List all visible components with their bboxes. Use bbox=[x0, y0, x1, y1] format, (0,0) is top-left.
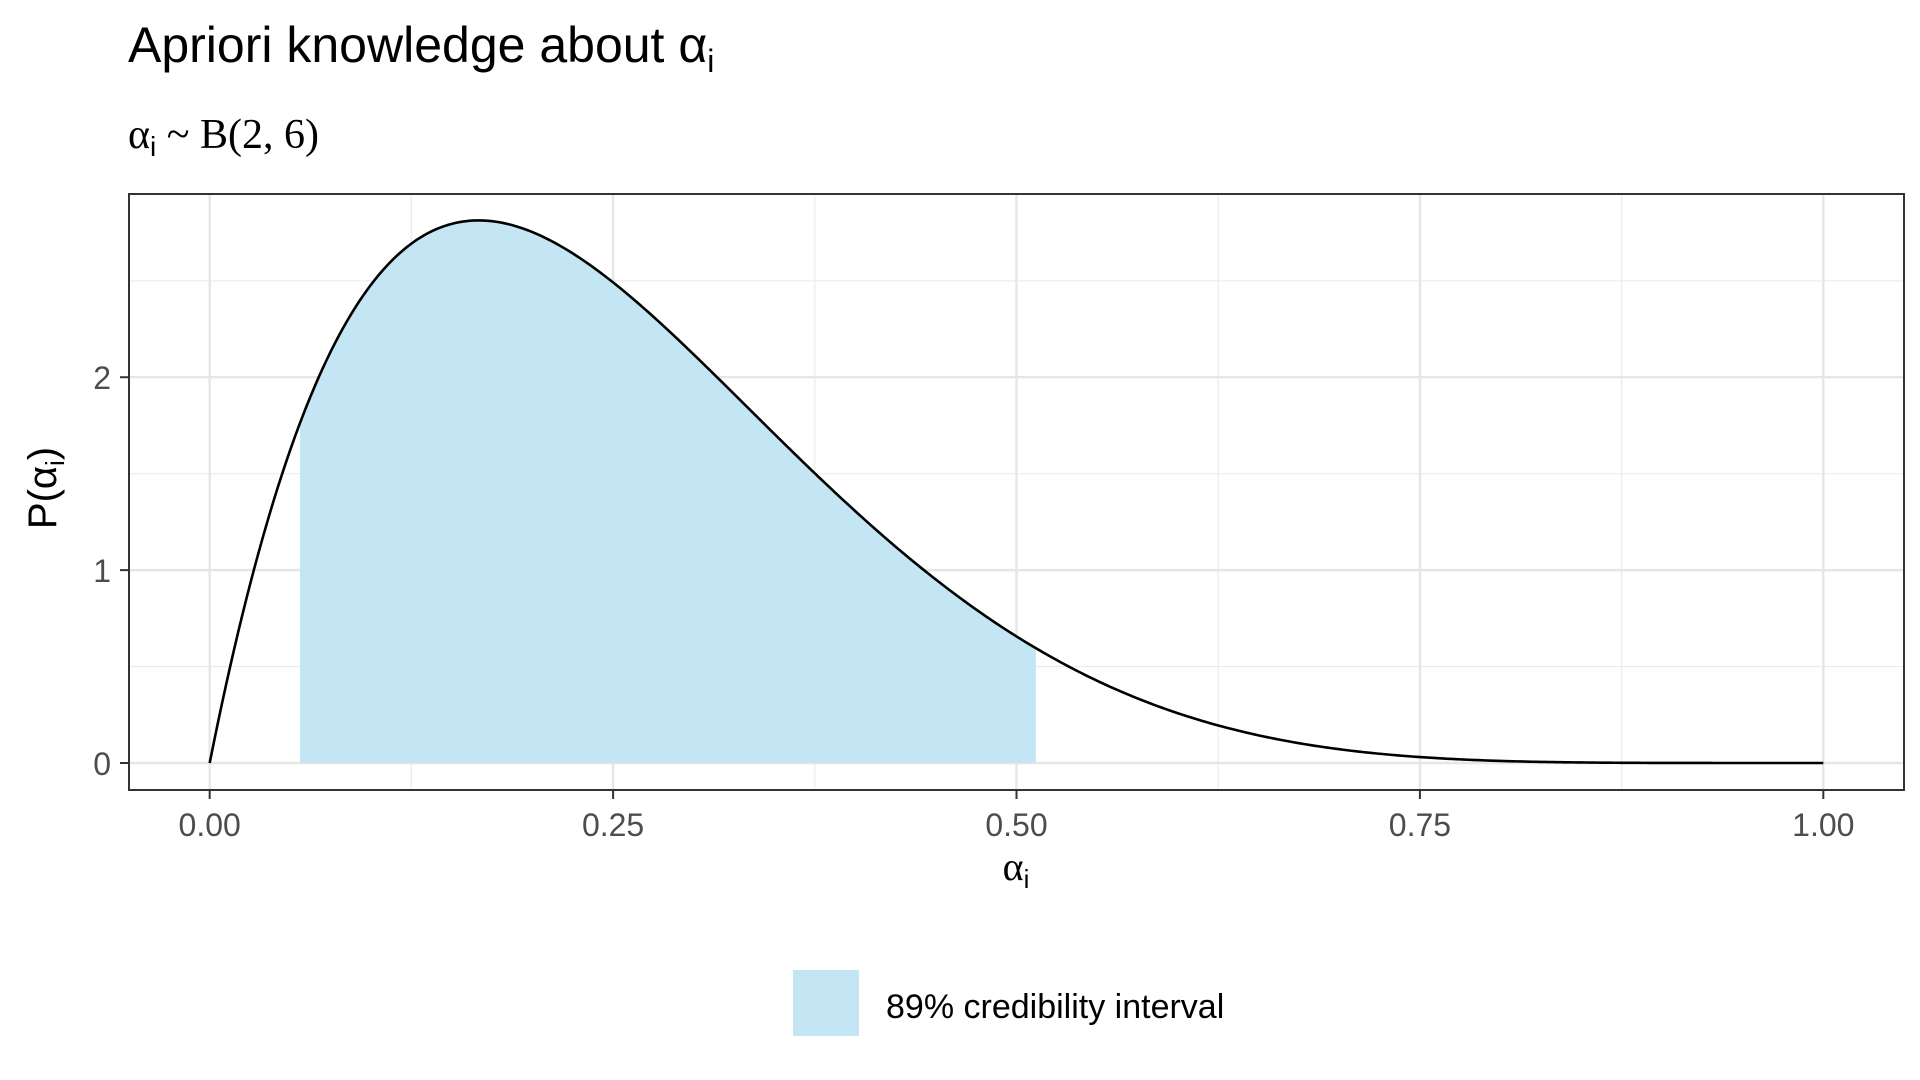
x-tick-label: 0.25 bbox=[582, 807, 644, 843]
plot-panel bbox=[128, 193, 1905, 791]
chart-title: Apriori knowledge about αi bbox=[128, 17, 714, 79]
y-tick-label: 2 bbox=[93, 360, 111, 396]
legend-label: 89% credibility interval bbox=[886, 988, 1224, 1026]
y-tick-label: 0 bbox=[93, 746, 111, 782]
y-axis-label: P(αi) bbox=[21, 447, 70, 529]
x-axis: 0.00 0.25 0.50 0.75 1.00 bbox=[179, 790, 1854, 843]
y-tick-label: 1 bbox=[93, 553, 111, 589]
chart-subtitle: αi ~ B(2, 6) bbox=[128, 112, 319, 162]
x-tick-label: 0.00 bbox=[179, 807, 241, 843]
density-curve bbox=[208, 219, 1824, 765]
x-tick-label: 0.75 bbox=[1389, 807, 1451, 843]
x-tick-label: 1.00 bbox=[1792, 807, 1854, 843]
x-axis-label: αi bbox=[1003, 844, 1030, 894]
x-tick-label: 0.50 bbox=[985, 807, 1047, 843]
y-axis: 0 1 2 bbox=[93, 360, 129, 782]
legend: 89% credibility interval bbox=[793, 970, 1224, 1036]
legend-key bbox=[793, 970, 859, 1036]
credibility-interval-area bbox=[300, 220, 1036, 763]
